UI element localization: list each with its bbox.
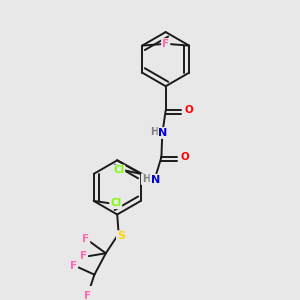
Text: F: F (162, 39, 169, 49)
Text: F: F (84, 291, 91, 300)
Text: N: N (151, 175, 160, 185)
Text: H: H (142, 174, 150, 184)
Text: H: H (150, 127, 158, 137)
Text: F: F (80, 251, 87, 261)
Text: O: O (185, 105, 194, 116)
Text: F: F (82, 234, 89, 244)
Text: O: O (180, 152, 189, 162)
Text: S: S (117, 231, 125, 241)
Text: F: F (70, 261, 77, 271)
Text: N: N (158, 128, 168, 138)
Text: Cl: Cl (110, 198, 121, 208)
Text: Cl: Cl (113, 166, 124, 176)
Text: F: F (162, 39, 169, 49)
